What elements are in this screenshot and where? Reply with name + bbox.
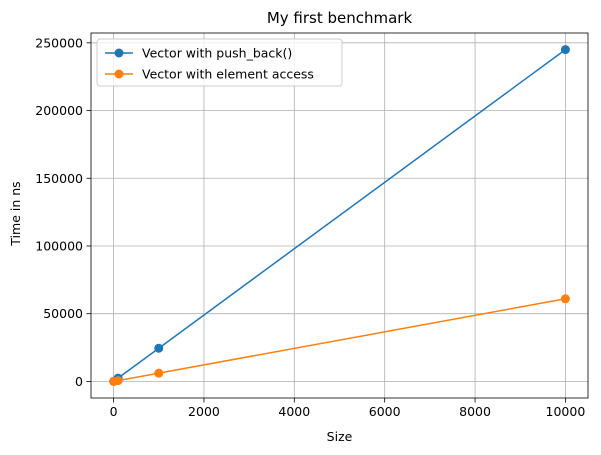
data-point-s1-2 bbox=[113, 376, 123, 386]
axes-frame bbox=[90, 32, 589, 399]
y-axis-label: Time in ns bbox=[8, 181, 23, 246]
legend: Vector with push_back() Vector with eleme… bbox=[96, 38, 343, 87]
x-tick-label-0: 0 bbox=[110, 404, 118, 419]
legend-label-1: Vector with element access bbox=[142, 67, 314, 82]
legend-marker-1 bbox=[114, 69, 124, 79]
y-tick-label-3: 150000 bbox=[35, 171, 83, 186]
x-tick-label-2: 4000 bbox=[278, 404, 310, 419]
y-tick-label-0: 0 bbox=[75, 374, 83, 389]
legend-box bbox=[96, 38, 343, 87]
x-tick-label-3: 6000 bbox=[369, 404, 401, 419]
chart-title: My first benchmark bbox=[267, 9, 413, 27]
x-tick-label-4: 8000 bbox=[459, 404, 491, 419]
x-axis-label: Size bbox=[327, 429, 353, 444]
y-tick-label-4: 200000 bbox=[35, 103, 83, 118]
data-point-s1-4 bbox=[560, 294, 570, 304]
x-tick-label-1: 2000 bbox=[188, 404, 220, 419]
y-tick-label-2: 100000 bbox=[35, 238, 83, 253]
y-tick-label-5: 250000 bbox=[35, 35, 83, 50]
legend-label-0: Vector with push_back() bbox=[142, 46, 292, 61]
plot-area: 0 2000 4000 6000 8000 10000050000100000150000… bbox=[35, 32, 589, 419]
x-tick-label-5: 10000 bbox=[546, 404, 586, 419]
data-point-s0-4 bbox=[560, 45, 570, 55]
y-tick-label-1: 50000 bbox=[43, 306, 83, 321]
data-point-s0-3 bbox=[154, 343, 164, 353]
data-point-s1-3 bbox=[154, 368, 164, 378]
legend-marker-0 bbox=[114, 48, 124, 58]
